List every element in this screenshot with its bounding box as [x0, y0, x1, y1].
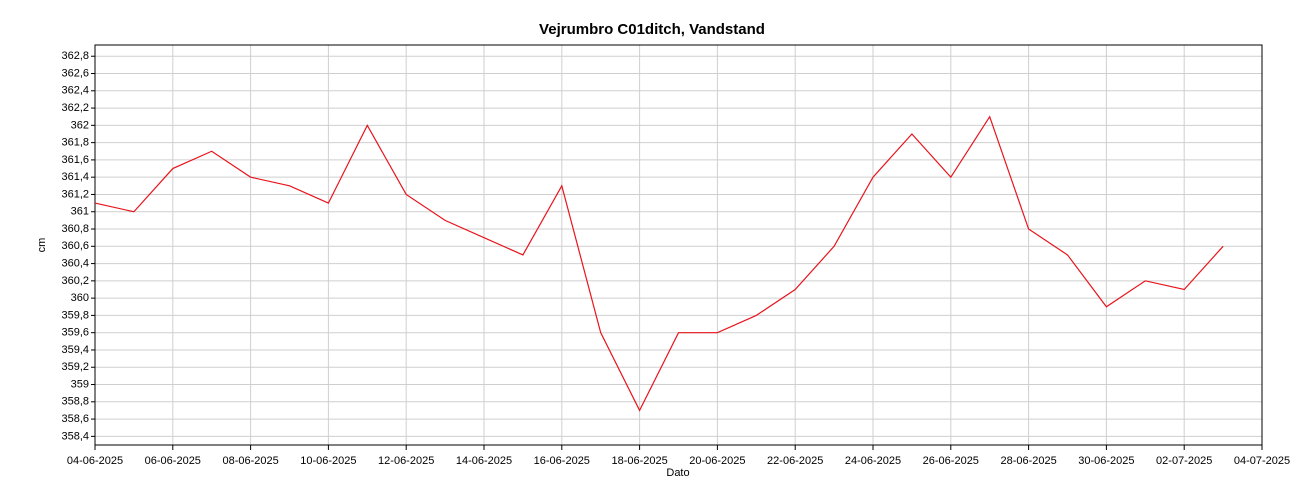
y-tick-label: 361 — [71, 206, 89, 218]
x-tick-label: 28-06-2025 — [1000, 455, 1056, 467]
y-tick-label: 359 — [71, 378, 89, 390]
y-tick-label: 359,4 — [61, 344, 89, 356]
x-tick-label: 14-06-2025 — [456, 455, 512, 467]
x-tick-label: 12-06-2025 — [378, 455, 434, 467]
x-tick-label: 04-06-2025 — [67, 455, 123, 467]
y-tick-label: 362,2 — [61, 102, 89, 114]
y-axis-label: cm — [36, 238, 48, 253]
y-tick-label: 359,2 — [61, 361, 89, 373]
y-tick-label: 360 — [71, 292, 89, 304]
y-tick-label: 362,8 — [61, 50, 89, 62]
y-tick-label: 360,4 — [61, 257, 89, 269]
y-tick-label: 361,4 — [61, 171, 89, 183]
x-tick-label: 06-06-2025 — [145, 455, 201, 467]
y-tick-label: 361,8 — [61, 137, 89, 149]
x-tick-label: 16-06-2025 — [534, 455, 590, 467]
x-tick-label: 24-06-2025 — [845, 455, 901, 467]
y-tick-label: 362,6 — [61, 67, 89, 79]
y-tick-label: 360,2 — [61, 275, 89, 287]
x-tick-label: 26-06-2025 — [923, 455, 979, 467]
y-tick-label: 361,2 — [61, 188, 89, 200]
x-tick-label: 22-06-2025 — [767, 455, 823, 467]
y-tick-label: 359,8 — [61, 309, 89, 321]
x-axis-label: Dato — [666, 467, 689, 479]
y-tick-label: 361,6 — [61, 154, 89, 166]
x-tick-label: 30-06-2025 — [1078, 455, 1134, 467]
y-tick-label: 359,6 — [61, 327, 89, 339]
x-tick-label: 10-06-2025 — [300, 455, 356, 467]
plot-frame — [94, 44, 1263, 446]
x-tick-label: 08-06-2025 — [222, 455, 278, 467]
y-tick-label: 358,4 — [61, 430, 89, 442]
y-tick-label: 358,8 — [61, 396, 89, 408]
y-tick-label: 360,6 — [61, 240, 89, 252]
y-tick-label: 362 — [71, 119, 89, 131]
y-tick-label: 362,4 — [61, 85, 89, 97]
chart-title: Vejrumbro C01ditch, Vandstand — [539, 21, 765, 38]
y-tick-label: 358,6 — [61, 413, 89, 425]
x-tick-label: 04-07-2025 — [1234, 455, 1290, 467]
x-tick-label: 18-06-2025 — [611, 455, 667, 467]
data-line — [94, 115, 1224, 412]
x-tick-label: 20-06-2025 — [689, 455, 745, 467]
x-tick-label: 02-07-2025 — [1156, 455, 1212, 467]
y-tick-label: 360,8 — [61, 223, 89, 235]
